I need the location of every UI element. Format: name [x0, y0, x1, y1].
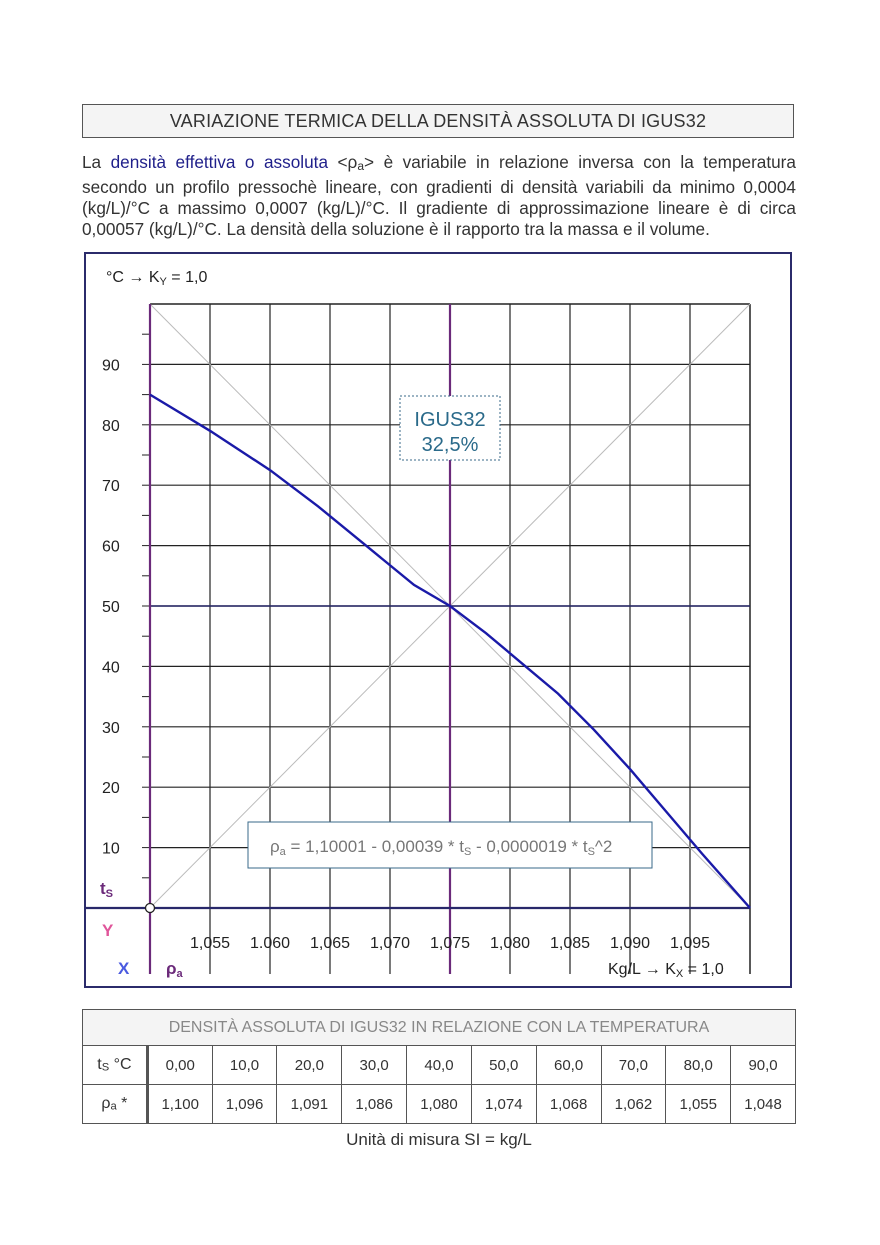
y-tick-label: 90 — [102, 357, 120, 374]
x-tick-label: 1,070 — [370, 935, 410, 952]
y-tick-label: 70 — [102, 478, 120, 495]
table-cell-temperature: 50,0 — [470, 1045, 537, 1085]
intro-symbol: <ρ — [328, 152, 358, 172]
table-cell-density: 1,100 — [146, 1084, 213, 1124]
origin-marker — [144, 902, 156, 914]
x-tick-label: 1.060 — [250, 935, 290, 952]
series-label-name: IGUS32 — [414, 409, 485, 431]
formula-box — [247, 821, 653, 869]
y-axis-header: °C → KY = 1,0 — [106, 269, 207, 288]
table-cell-density: 1,086 — [341, 1084, 408, 1124]
table-cell-temperature: 60,0 — [535, 1045, 602, 1085]
y-tick-label: 20 — [102, 780, 120, 797]
density-chart: 10 20 30 40 50 60 70 80 90 1,055 1.060 1,065 1,070 1,… — [86, 269, 751, 980]
y-axis-label: tS — [100, 879, 113, 900]
table-cell-density: 1,080 — [406, 1084, 472, 1124]
table-caption: DENSITÀ ASSOLUTA DI IGUS32 IN RELAZIONE … — [82, 1009, 796, 1046]
table-cell-density: 1,062 — [600, 1084, 667, 1124]
density-table: DENSITÀ ASSOLUTA DI IGUS32 IN RELAZIONE … — [82, 1009, 796, 1124]
table-cell-temperature: 10,0 — [211, 1045, 278, 1085]
x-tick-label: 1,095 — [670, 935, 710, 952]
table-caption-row: DENSITÀ ASSOLUTA DI IGUS32 IN RELAZIONE … — [82, 1009, 796, 1046]
y-tick-label: 50 — [102, 599, 120, 616]
row-head-temperature: tS °C — [82, 1045, 149, 1085]
corner-x-label: X — [118, 959, 130, 978]
series-label-percent: 32,5% — [422, 434, 479, 456]
row-head-density: ρa * — [82, 1084, 149, 1124]
density-table-wrapper: DENSITÀ ASSOLUTA DI IGUS32 IN RELAZIONE … — [82, 1009, 796, 1124]
table-cell-density: 1,048 — [730, 1084, 796, 1124]
table-cell-density: 1,074 — [470, 1084, 537, 1124]
y-tick-label: 10 — [102, 841, 120, 858]
series-label-box — [399, 395, 501, 461]
units-note: Unità di misura SI = kg/L — [346, 1130, 532, 1149]
table-cell-density: 1,068 — [535, 1084, 602, 1124]
y-tick-label: 60 — [102, 539, 120, 556]
x-tick-label: 1,065 — [310, 935, 350, 952]
intro-symbol-sub: a — [357, 158, 365, 173]
y-tick-label: 40 — [102, 659, 120, 676]
table-cell-temperature: 0,00 — [146, 1045, 213, 1085]
table-cell-temperature: 20,0 — [276, 1045, 343, 1085]
intro-highlight: densità effettiva o assoluta — [110, 152, 329, 172]
x-tick-label: 1,075 — [430, 935, 470, 952]
page-title: VARIAZIONE TERMICA DELLA DENSITÀ ASSOLUT… — [82, 104, 794, 138]
formula-text: ρa = 1,10001 - 0,00039 * tS - 0,0000019 … — [270, 837, 612, 858]
y-tick-label: 30 — [102, 720, 120, 737]
page-title-text: VARIAZIONE TERMICA DELLA DENSITÀ ASSOLUT… — [169, 110, 707, 131]
x-tick-label: 1,090 — [610, 935, 650, 952]
table-row-temperature: tS °C 0,00 10,0 20,0 30,0 40,0 50,0 60,0 70,0 80… — [82, 1045, 796, 1085]
intro-text-start: La — [82, 152, 111, 172]
x-axis-label: ρa — [166, 959, 184, 980]
table-cell-temperature: 40,0 — [406, 1045, 472, 1085]
corner-y-label: Y — [102, 921, 114, 940]
table-cell-temperature: 80,0 — [665, 1045, 732, 1085]
x-tick-label: 1,055 — [190, 935, 230, 952]
density-curve — [149, 393, 751, 909]
table-cell-density: 1,091 — [276, 1084, 343, 1124]
table-cell-temperature: 90,0 — [730, 1045, 796, 1085]
y-tick-label: 80 — [102, 418, 120, 435]
table-cell-temperature: 30,0 — [341, 1045, 408, 1085]
x-axis-footer: Kg/L → KX = 1,0 — [608, 961, 724, 980]
intro-text-rest: > è variabile in relazione inversa con l… — [82, 152, 796, 239]
chart-frame: 10 20 30 40 50 60 70 80 90 1,055 1.060 1,065 1,070 1,… — [84, 252, 792, 988]
table-cell-temperature: 70,0 — [600, 1045, 667, 1085]
x-tick-label: 1,080 — [490, 935, 530, 952]
table-cell-density: 1,055 — [665, 1084, 732, 1124]
table-row-density: ρa * 1,100 1,096 1,091 1,086 1,080 1,074 1,068… — [82, 1084, 796, 1124]
table-cell-density: 1,096 — [211, 1084, 278, 1124]
x-tick-label: 1,085 — [550, 935, 590, 952]
intro-paragraph: La densità effettiva o assoluta <ρa> è v… — [82, 152, 796, 240]
